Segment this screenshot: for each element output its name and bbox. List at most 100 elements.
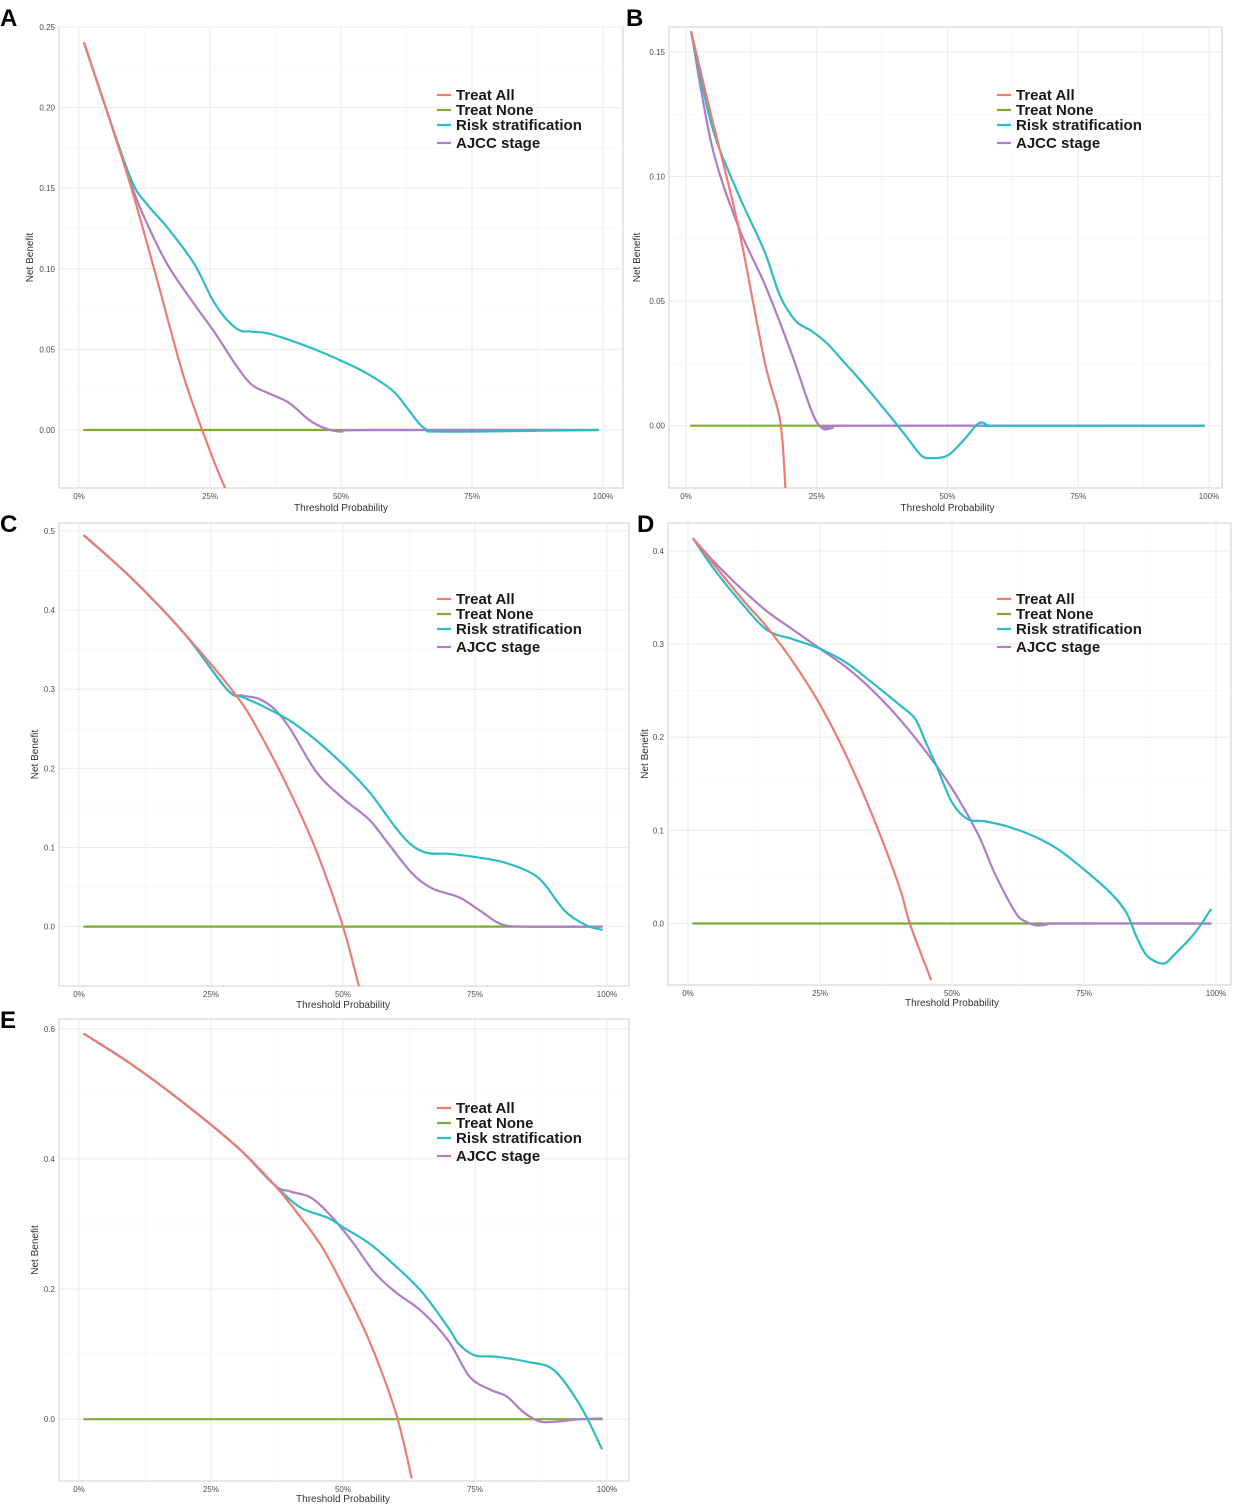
panel-d-x-tick-label: 75% <box>1076 989 1092 998</box>
panel-e-line-treat-all <box>83 1032 413 1479</box>
panel-d-y-axis-title: Net Benefit <box>640 729 651 779</box>
panel-c-x-tick-label: 50% <box>335 990 351 999</box>
panel-a-series-group <box>83 42 599 488</box>
panel-b-x-tick-label: 50% <box>939 492 955 501</box>
panel-e-y-tick-label: 0.2 <box>44 1285 56 1294</box>
panel-a-y-tick-label: 0.05 <box>39 345 55 354</box>
panel-e-x-tick-label: 75% <box>467 1485 483 1494</box>
panel-a-y-axis-title: Net Benefit <box>25 233 36 283</box>
panel-d-legend-label-treat-all: Treat All <box>1016 591 1075 608</box>
panel-e-x-tick-label: 50% <box>335 1485 351 1494</box>
panel-c-legend-label-ajcc-stage: AJCC stage <box>456 639 540 656</box>
panel-e: E 0% 25% 50% 75% 100% 0.0 0.2 0.4 0.6 Threshold Pr… <box>0 1007 630 1505</box>
panel-d-plot-area <box>667 522 1232 986</box>
panel-a-x-tick-label: 50% <box>333 492 349 501</box>
panel-b-y-axis-title: Net Benefit <box>632 233 643 283</box>
panel-a-x-tick-label: 25% <box>202 492 218 501</box>
panel-e-legend-label-treat-all: Treat All <box>456 1100 515 1117</box>
panel-c-legend-label-treat-all: Treat All <box>456 591 515 608</box>
panel-a-y-tick-label: 0.25 <box>39 23 55 32</box>
panel-a-line-risk-stratification <box>83 42 599 433</box>
panel-c-line-treat-all <box>83 534 360 986</box>
panel-c-x-tick-label: 100% <box>597 990 617 999</box>
panel-b-legend-label-risk-stratification: Risk stratification <box>1016 117 1142 134</box>
panel-b-y-tick-label: 0.05 <box>649 297 665 306</box>
panel-b-legend-label-treat-none: Treat None <box>1016 102 1094 119</box>
panel-c-label: C <box>0 511 17 538</box>
panel-b-y-tick-label: 0.00 <box>649 422 665 431</box>
panel-c: C 0% 25% 50% 75% 100% 0.0 0.1 0.2 0.3 0.4 0.5 Thresh… <box>0 511 630 1011</box>
panel-b-x-tick-label: 100% <box>1199 492 1219 501</box>
panel-c-y-tick-label: 0.5 <box>44 527 56 536</box>
panel-a-line-ajcc-stage <box>83 42 599 433</box>
panel-e-label: E <box>0 1007 16 1034</box>
panel-a-x-tick-label: 100% <box>593 492 613 501</box>
panel-c-y-tick-label: 0.0 <box>44 923 56 932</box>
panel-c-x-tick-label: 75% <box>467 990 483 999</box>
panel-d-label: D <box>637 511 654 538</box>
panel-c-line-risk-stratification <box>83 534 603 931</box>
panel-d-x-tick-label: 100% <box>1206 989 1226 998</box>
panel-d-y-tick-label: 0.3 <box>653 640 665 649</box>
panel-b-line-treat-all <box>690 30 787 488</box>
panel-d-x-tick-label: 50% <box>944 989 960 998</box>
panel-a-label: A <box>0 5 17 32</box>
panel-c-y-tick-label: 0.4 <box>44 606 56 615</box>
panel-a-legend-label-treat-none: Treat None <box>456 102 534 119</box>
panel-a-y-tick-label: 0.10 <box>39 265 55 274</box>
panel-d-legend-label-ajcc-stage: AJCC stage <box>1016 639 1100 656</box>
panel-b-x-tick-label: 0% <box>680 492 692 501</box>
panel-d-line-treat-all <box>692 537 932 981</box>
panel-c-y-tick-label: 0.1 <box>44 843 56 852</box>
panel-b-x-tick-label: 75% <box>1070 492 1086 501</box>
panel-e-y-tick-label: 0.0 <box>44 1415 56 1424</box>
panel-d-x-tick-label: 0% <box>682 989 694 998</box>
panel-c-legend-label-treat-none: Treat None <box>456 606 534 623</box>
panel-d-line-risk-stratification <box>692 537 1212 965</box>
panel-a-x-axis-title: Threshold Probability <box>294 503 388 514</box>
panel-c-x-tick-label: 25% <box>203 990 219 999</box>
panel-d-series-group <box>692 537 1212 981</box>
panel-b-x-axis-title: Threshold Probability <box>901 503 995 514</box>
panel-c-y-axis-title: Net Benefit <box>30 730 41 780</box>
panel-c-x-tick-label: 0% <box>73 990 85 999</box>
panel-e-legend-label-ajcc-stage: AJCC stage <box>456 1148 540 1165</box>
panel-a-legend-label-risk-stratification: Risk stratification <box>456 117 582 134</box>
panel-b-legend-label-treat-all: Treat All <box>1016 87 1075 104</box>
panel-d-x-tick-label: 25% <box>812 989 828 998</box>
panel-a-legend-label-ajcc-stage: AJCC stage <box>456 135 540 152</box>
panel-e-x-tick-label: 0% <box>73 1485 85 1494</box>
panel-a-legend-label-treat-all: Treat All <box>456 87 515 104</box>
panel-b-legend-label-ajcc-stage: AJCC stage <box>1016 135 1100 152</box>
panel-d-y-tick-label: 0.0 <box>653 920 665 929</box>
panel-a-line-treat-all <box>83 42 227 488</box>
panel-d-legend-label-risk-stratification: Risk stratification <box>1016 621 1142 638</box>
panel-d-y-tick-label: 0.1 <box>653 826 665 835</box>
panel-c-x-axis-title: Threshold Probability <box>296 1000 390 1011</box>
panel-a-y-tick-label: 0.20 <box>39 104 55 113</box>
panel-b-series-group <box>690 30 1205 488</box>
panel-e-legend-label-risk-stratification: Risk stratification <box>456 1130 582 1147</box>
panel-d-y-tick-label: 0.4 <box>653 547 665 556</box>
panel-b-plot-area <box>668 26 1223 489</box>
panel-b-y-tick-label: 0.15 <box>649 48 665 57</box>
panel-b-x-tick-label: 25% <box>809 492 825 501</box>
panel-e-y-axis-title: Net Benefit <box>30 1225 41 1275</box>
panel-c-y-tick-label: 0.3 <box>44 685 56 694</box>
panel-e-legend-label-treat-none: Treat None <box>456 1115 534 1132</box>
panel-b-y-tick-label: 0.10 <box>649 173 665 182</box>
panel-a-y-tick-label: 0.00 <box>39 426 55 435</box>
panel-e-plot-area <box>58 1018 630 1482</box>
panel-d-line-ajcc-stage <box>692 537 1212 927</box>
panel-e-series-group <box>83 1032 603 1479</box>
panel-d-x-axis-title: Threshold Probability <box>905 998 999 1009</box>
panel-a-x-tick-label: 75% <box>464 492 480 501</box>
panel-e-x-axis-title: Threshold Probability <box>296 1494 390 1505</box>
panel-b: B 0% 25% 50% 75% 100% 0.00 0.05 0.10 0.15 Threshol… <box>626 5 1223 514</box>
panel-a: A 0% 25% 50% 75% 100% 0.00 0.05 0.10 0.15 0.20 0.25… <box>0 5 624 514</box>
